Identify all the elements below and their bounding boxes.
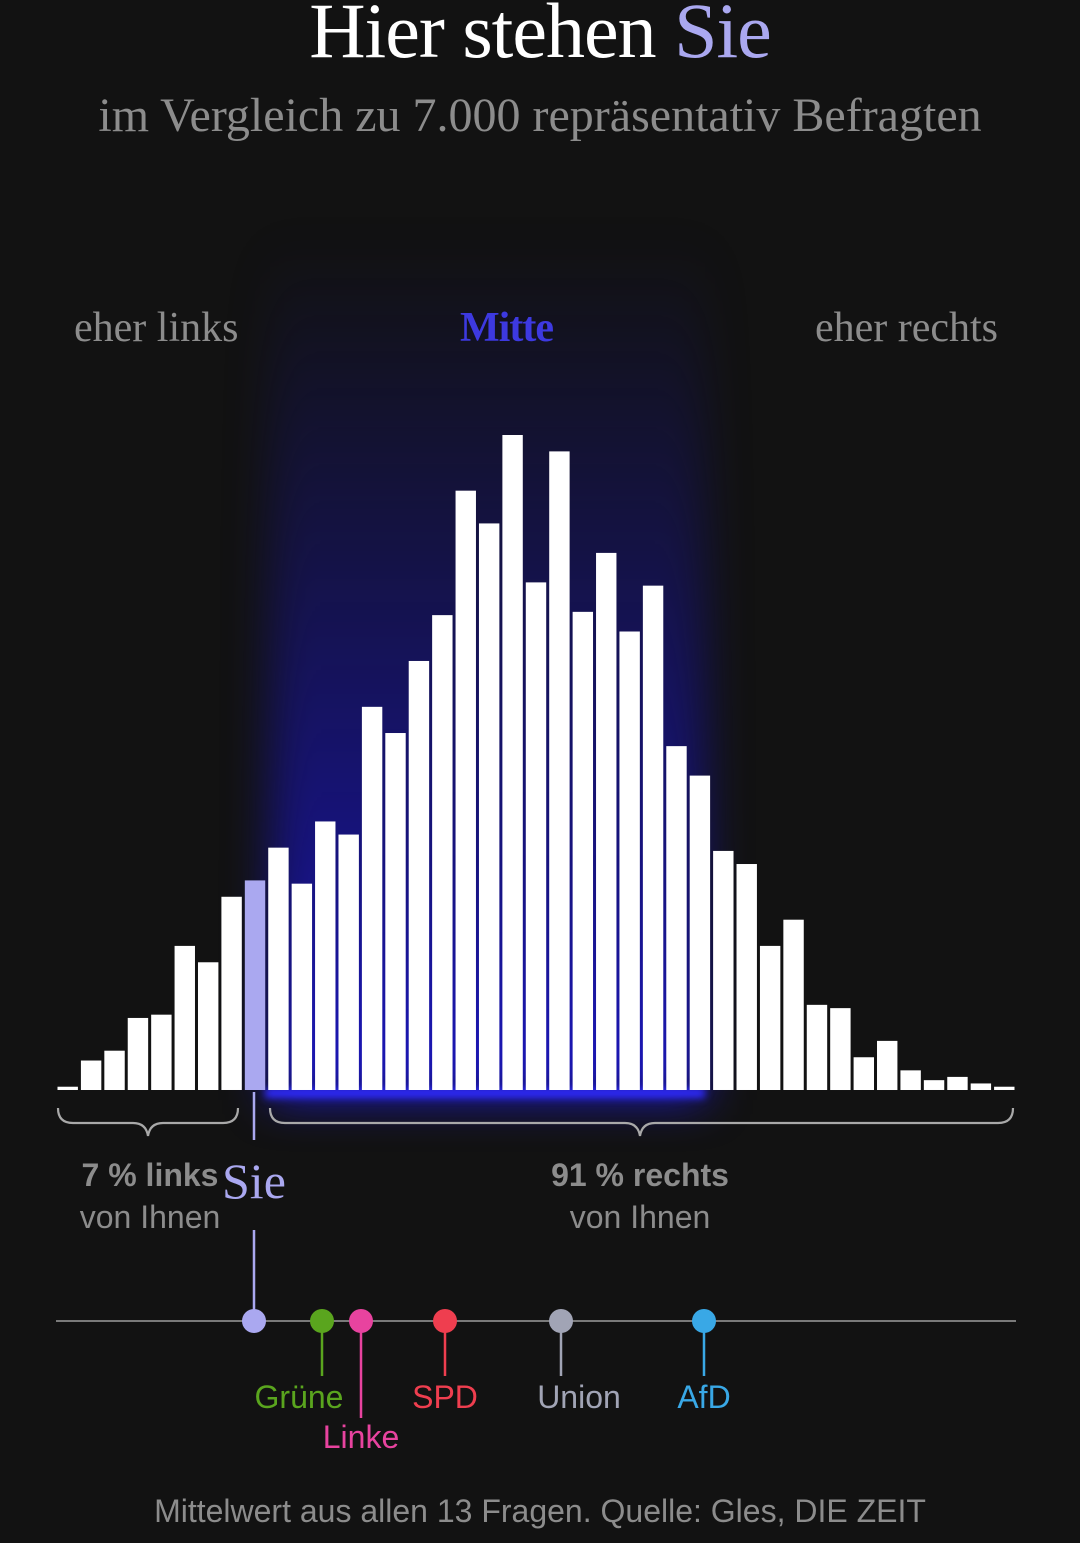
histogram-bar: [338, 834, 359, 1090]
histogram-bar: [80, 1060, 102, 1090]
right-share-sub: von Ihnen: [569, 1199, 711, 1235]
histogram-bar: [268, 847, 289, 1090]
histogram-bar: [994, 1086, 1015, 1090]
histogram-bars: [57, 435, 1015, 1091]
histogram-bar: [197, 962, 219, 1090]
histogram-bar: [291, 883, 313, 1090]
histogram-bar: [596, 552, 617, 1090]
axis-label-center: Mitte: [460, 305, 554, 351]
right-share-word: rechts: [632, 1157, 729, 1193]
histogram-bar: [783, 919, 804, 1090]
histogram-bar: [151, 1014, 172, 1090]
histogram-bar: [900, 1070, 921, 1090]
histogram-bar: [947, 1076, 968, 1090]
axis-label-right: eher rechts: [814, 305, 998, 351]
party-label: Union: [537, 1379, 621, 1415]
histogram-bar: [221, 896, 242, 1090]
left-brace: [56, 1107, 240, 1137]
histogram-bar: [455, 490, 476, 1090]
histogram-bar: [478, 523, 500, 1090]
histogram-bar: [432, 615, 453, 1091]
axis-label-left: eher links: [74, 305, 239, 351]
histogram-bar: [361, 706, 383, 1090]
histogram-bar: [642, 585, 664, 1090]
mitte-glow-base: [265, 1088, 705, 1098]
title-highlight: Sie: [674, 0, 772, 74]
histogram-bar: [525, 582, 547, 1091]
party-label: Grüne: [254, 1379, 344, 1415]
party-label: AfD: [677, 1379, 731, 1415]
histogram-bar: [830, 1008, 851, 1091]
party-markers: [242, 1309, 716, 1418]
you-label: Sie: [222, 1153, 286, 1209]
histogram-bar: [853, 1057, 875, 1090]
party-dot: [433, 1309, 457, 1333]
histogram-bar: [713, 850, 734, 1090]
party-dot: [349, 1309, 373, 1333]
histogram-bar: [315, 821, 336, 1090]
right-share-text: 91 % rechts von Ihnen: [470, 1154, 810, 1238]
histogram-bar: [572, 611, 594, 1090]
right-share-value: 91 %: [551, 1157, 624, 1193]
histogram-bar: [666, 746, 687, 1091]
histogram-bar: [923, 1080, 945, 1090]
party-label: SPD: [412, 1379, 478, 1415]
left-share-sub: von Ihnen: [79, 1199, 221, 1235]
histogram-bar: [408, 660, 430, 1090]
party-dot: [549, 1309, 573, 1333]
left-share-value: 7 %: [81, 1157, 137, 1193]
histogram-bar: [759, 945, 781, 1090]
histogram-bar: [619, 631, 640, 1090]
histogram-bar: [970, 1083, 992, 1090]
party-dot: [310, 1309, 334, 1333]
you-dot: [242, 1309, 266, 1333]
right-brace: [268, 1107, 1015, 1137]
party-dot: [692, 1309, 716, 1333]
left-share-text: 7 % links von Ihnen: [40, 1154, 260, 1238]
title-prefix: Hier stehen: [309, 0, 675, 74]
histogram-bar: [502, 435, 523, 1090]
histogram-bar: [806, 1004, 828, 1090]
histogram-bar: [689, 775, 711, 1090]
party-label: Linke: [322, 1419, 400, 1455]
histogram-bar-you: [244, 880, 266, 1090]
histogram-bar: [736, 864, 757, 1090]
histogram-bar: [385, 733, 406, 1090]
histogram-bar: [57, 1086, 78, 1090]
left-share-word: links: [145, 1157, 219, 1193]
histogram-bar: [549, 451, 570, 1091]
source-footer: Mittelwert aus allen 13 Fragen. Quelle: …: [154, 1493, 926, 1529]
page-title: Hier stehen Sie: [0, 0, 1080, 74]
page-subtitle: im Vergleich zu 7.000 repräsentativ Befr…: [98, 89, 982, 142]
histogram-bar: [104, 1050, 125, 1090]
histogram-bar: [174, 945, 195, 1090]
histogram-bar: [877, 1040, 898, 1091]
histogram-bar: [127, 1017, 149, 1090]
